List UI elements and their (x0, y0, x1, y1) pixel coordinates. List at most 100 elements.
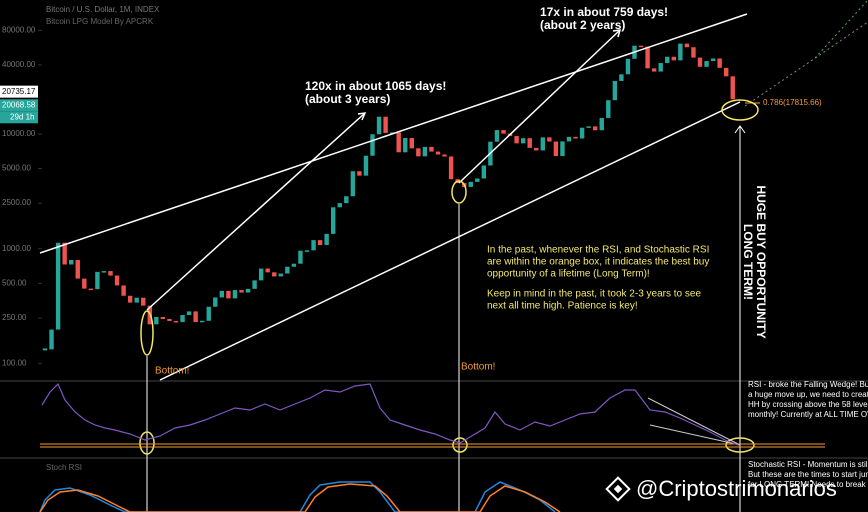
watermark: @Criptostrimonarios (636, 476, 837, 501)
candles (42, 43, 735, 351)
candle-body (154, 316, 159, 325)
candle-body (285, 266, 290, 274)
candle-body (396, 132, 401, 153)
fib-label: 0.786(17815.66) (763, 98, 822, 107)
candle-body (101, 271, 107, 273)
stoch-note: for LONG TERM! Needs to break that 20 (748, 480, 868, 489)
candle-body (606, 100, 611, 118)
candle-body (344, 196, 349, 204)
y-tick-label: 2500.00 (2, 198, 31, 207)
candle-body (560, 141, 565, 157)
countdown: 29d 1h (10, 112, 34, 121)
candle-body (573, 136, 578, 139)
price-tag (0, 85, 38, 98)
candle-body (520, 138, 526, 144)
y-tick-label: 10000.00 (2, 129, 36, 138)
candle-body (265, 268, 270, 273)
stoch-k-line (39, 481, 556, 512)
y-tick-label: 100.00 (2, 359, 27, 368)
candle-body (75, 259, 80, 279)
price-tag-label: 20735.17 (2, 87, 36, 96)
candle-body (416, 148, 421, 157)
candle-body (357, 171, 362, 176)
y-tick-label: 500.00 (2, 278, 27, 287)
note: opportunity of a lifetime (Long Term)! (487, 269, 650, 280)
candle-body (272, 272, 277, 277)
candle-body (180, 315, 185, 323)
candle-body (350, 171, 356, 197)
candle-body (252, 280, 257, 289)
candle-body (82, 278, 87, 289)
annotation: 17x in about 759 days! (540, 5, 668, 19)
candle-body (304, 250, 310, 252)
candle-body (206, 306, 211, 321)
candle-body (141, 297, 146, 306)
candle-body (226, 290, 231, 299)
stoch-note: But these are the times to start jumping… (748, 470, 868, 479)
candle-body (435, 151, 441, 155)
candle-body (239, 290, 244, 293)
candle-body (173, 321, 179, 323)
note: Keep in mind in the past, it took 2-3 ye… (487, 289, 701, 300)
candle-body (724, 67, 729, 77)
projection (814, 0, 868, 59)
candle-body (697, 57, 703, 67)
candle-body (717, 58, 722, 68)
candle-body (108, 271, 113, 276)
candle-body (383, 116, 388, 133)
candle-body (219, 290, 225, 298)
buy-text: LONG TERM! (741, 224, 755, 300)
candle-body (612, 80, 618, 101)
candle-body (665, 56, 670, 64)
candle-body (403, 137, 408, 153)
candle-body (114, 275, 120, 286)
candle-body (160, 316, 166, 319)
buy-text: HUGE BUY OPPORTUNITY (754, 185, 768, 338)
note: next all time high. Patience is key! (487, 301, 638, 312)
bottom-label: Bottom! (155, 366, 189, 377)
rsi-note: RSI - broke the Falling Wedge! But to ha… (748, 380, 868, 389)
stoch-note: Stochastic RSI - Momentum is still beari… (748, 460, 868, 469)
candle-body (579, 127, 585, 139)
buy-label: HUGE BUY OPPORTUNITY LONG TERM! (741, 185, 768, 338)
highlight-circles (139, 99, 759, 455)
candle-body (475, 178, 480, 182)
candle-body (232, 290, 238, 299)
candle-body (42, 348, 48, 351)
candle-body (409, 137, 414, 149)
candle-body (553, 141, 559, 157)
candle-body (481, 165, 487, 179)
candle-body (586, 126, 591, 128)
candle-body (671, 56, 676, 61)
candle-body (468, 181, 473, 187)
candle-body (298, 250, 303, 264)
candle-body (638, 45, 644, 48)
candle-body (540, 137, 545, 151)
rsi-line (41, 382, 739, 446)
candle-body (121, 285, 126, 296)
candle-body (200, 320, 205, 323)
candle-body (88, 288, 94, 291)
candle-body (547, 137, 552, 142)
candle-body (186, 311, 192, 316)
candle-body (331, 207, 336, 234)
drawings (39, 13, 748, 512)
candle-body (422, 146, 428, 157)
rsi-note: HH by crossing above the 58 level on the (748, 400, 868, 409)
header: Bitcoin / U.S. Dollar, 1M, INDEX (46, 5, 160, 14)
candle-body (278, 273, 283, 277)
candle-body (429, 146, 434, 152)
candle-body (442, 154, 447, 157)
stoch-label: Stoch RSI (46, 463, 82, 472)
candle-body (317, 240, 323, 245)
candle-body (534, 147, 539, 151)
candle-body (311, 240, 316, 251)
note: In the past, whenever the RSI, and Stoch… (487, 245, 709, 256)
candle-body (691, 47, 696, 58)
candle-body (258, 268, 264, 281)
candle-body (245, 288, 251, 293)
y-tick-label: 40000.00 (2, 60, 36, 69)
candle-body (193, 311, 198, 323)
candle-body (625, 58, 631, 75)
